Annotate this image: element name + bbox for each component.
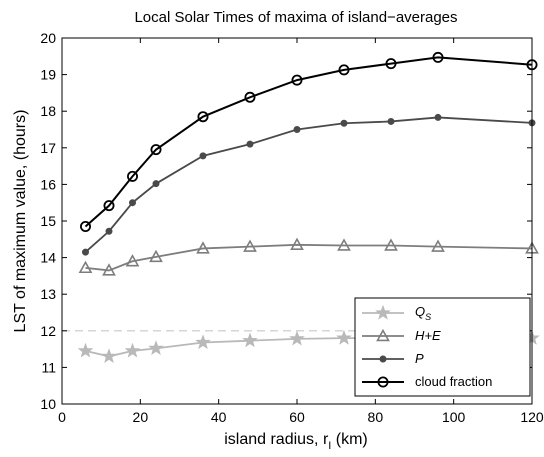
series-p (82, 113, 536, 256)
series-line-cloud-fraction (84, 56, 533, 228)
data-point-p (105, 227, 113, 235)
data-point-qs (336, 329, 352, 345)
data-point-cloud-fraction (385, 58, 397, 70)
data-point-cloud-fraction (244, 91, 256, 103)
data-point-cloud-fraction (432, 51, 444, 63)
x-tick-label: 20 (133, 409, 149, 425)
data-point-qs (242, 332, 258, 348)
legend-symbol (377, 376, 389, 388)
series-cloud-fraction (80, 51, 538, 232)
legend-entry-he: H+E (362, 328, 441, 343)
data-point-cloud-fraction (338, 64, 350, 76)
x-axis-label: island radius, rI (km) (224, 431, 368, 452)
y-axis-label: LST of maximum value, (hours) (12, 110, 29, 333)
y-tick-label: 19 (40, 67, 56, 83)
series-he (78, 237, 539, 276)
data-point-qs (289, 330, 305, 346)
legend-symbol (375, 304, 391, 320)
data-point-qs (124, 342, 141, 358)
data-point-p (199, 152, 207, 160)
plot-frame (61, 37, 533, 405)
legend-label-p: P (415, 351, 424, 366)
data-point-p (340, 119, 348, 127)
legend-marker-he (362, 328, 404, 342)
chart-title: Local Solar Times of maxima of island−av… (134, 9, 457, 26)
data-point-he (149, 249, 163, 263)
series-line-he (85, 243, 533, 272)
y-tick-label: 14 (40, 250, 56, 266)
data-point-p (293, 126, 301, 133)
legend-symbol (376, 328, 390, 342)
x-tick-label: 40 (211, 409, 227, 425)
legend-marker-qs (362, 304, 404, 320)
legend-marker-p (362, 355, 404, 363)
data-point-he (102, 263, 116, 276)
x-axis-label-subscript: I (328, 440, 331, 452)
data-point-cloud-fraction (150, 144, 162, 156)
data-point-p (129, 199, 136, 207)
axis-ticks: 0 20 40 60 80 100 120 10 11 12 13 14 15 16 17 18 19 20 (40, 30, 543, 425)
data-point-he (243, 239, 257, 252)
data-point-cloud-fraction (197, 111, 209, 123)
x-axis-label-unit: (km) (331, 431, 367, 448)
data-point-cloud-fraction (291, 74, 303, 86)
data-point-he (78, 260, 93, 274)
y-tick-label: 11 (41, 359, 56, 375)
legend-symbol (379, 355, 387, 363)
legend-entry-qs: QS (362, 304, 431, 322)
data-point-he (431, 239, 445, 252)
y-tick-label: 12 (40, 323, 56, 339)
series-layer (77, 51, 540, 364)
data-point-he (384, 238, 398, 251)
legend-marker-cloud-fraction (362, 376, 404, 388)
y-tick-label: 17 (40, 140, 56, 156)
data-point-p (387, 117, 395, 125)
data-point-qs (195, 334, 211, 350)
data-point-qs (148, 340, 164, 355)
x-tick-label: 0 (58, 409, 66, 425)
legend: QS H+E P cloud fraction (354, 297, 531, 397)
data-point-p (434, 113, 442, 121)
y-tick-label: 18 (40, 103, 56, 119)
data-point-cloud-fraction (127, 170, 139, 182)
x-tick-label: 120 (520, 409, 544, 425)
y-tick-label: 16 (40, 176, 56, 192)
legend-label-cloud-fraction: cloud fraction (415, 374, 492, 389)
x-axis-label-main: island radius, r (224, 431, 329, 448)
y-tick-label: 10 (40, 396, 56, 412)
data-point-he (337, 238, 351, 251)
data-point-p (152, 180, 160, 188)
data-point-cloud-fraction (80, 220, 92, 232)
data-point-qs (101, 348, 117, 364)
data-point-he (196, 241, 210, 254)
legend-entry-cloud-fraction: cloud fraction (362, 374, 492, 389)
y-tick-label: 20 (40, 30, 56, 46)
data-point-he (290, 237, 304, 250)
legend-entry-p: P (362, 351, 424, 366)
data-point-qs (77, 342, 94, 358)
x-tick-label: 80 (368, 409, 384, 425)
x-tick-label: 100 (442, 409, 466, 425)
y-tick-label: 13 (40, 286, 56, 302)
legend-label-he: H+E (415, 328, 441, 343)
data-point-he (125, 254, 140, 267)
data-point-cloud-fraction (103, 200, 115, 212)
y-tick-label: 15 (40, 213, 56, 229)
data-point-p (246, 140, 254, 148)
x-tick-label: 60 (289, 409, 305, 425)
legend-label-qs: QS (415, 304, 431, 322)
data-point-p (82, 248, 89, 256)
